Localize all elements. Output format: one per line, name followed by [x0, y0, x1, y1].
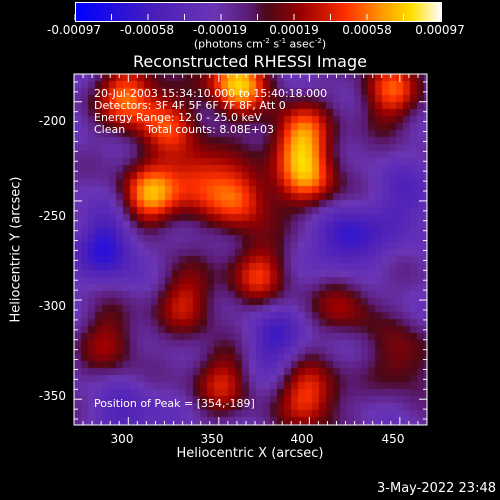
colorbar-tick-label: 0.00058 [342, 23, 392, 37]
x-tick-label: 400 [290, 432, 314, 446]
colorbar-ticks [74, 14, 441, 20]
heatmap-image [74, 74, 427, 425]
colorbar-units: (photons cm-2 s-1 asec-2) [193, 37, 327, 51]
chart-title: Reconstructed RHESSI Image [133, 52, 367, 71]
y-tick-label: -350 [38, 389, 66, 403]
y-axis-title: Heliocentric Y (arcsec) [8, 176, 24, 323]
x-tick-label: 450 [381, 432, 405, 446]
x-axis-title: Heliocentric X (arcsec) [176, 446, 324, 461]
colorbar-tick-label: -0.00019 [193, 23, 247, 37]
colorbar-tick-label: -0.00097 [47, 23, 101, 37]
x-tick-label: 350 [200, 432, 224, 446]
peak-position-label: Position of Peak = [354,-189] [94, 397, 255, 410]
timestamp: 3-May-2022 23:48 [377, 481, 496, 496]
info-time-range: 20-Jul-2003 15:34:10.000 to 15:40:18.000 [94, 87, 328, 100]
info-energy-range: Energy Range: 12.0 - 25.0 keV [94, 111, 262, 124]
y-tick-label: -300 [38, 299, 66, 313]
y-tick-label: -250 [38, 209, 66, 223]
colorbar [75, 2, 442, 22]
plot-frame [73, 73, 428, 426]
colorbar-tick-label: 0.00097 [415, 23, 465, 37]
info-total-counts: Clean Total counts: 8.08E+03 [94, 123, 275, 136]
y-tick-label: -200 [38, 114, 66, 128]
colorbar-tick-label: -0.00058 [120, 23, 174, 37]
info-detectors: Detectors: 3F 4F 5F 6F 7F 8F, Att 0 [94, 99, 286, 112]
colorbar-tick-label: 0.00019 [269, 23, 319, 37]
x-tick-label: 300 [110, 432, 134, 446]
